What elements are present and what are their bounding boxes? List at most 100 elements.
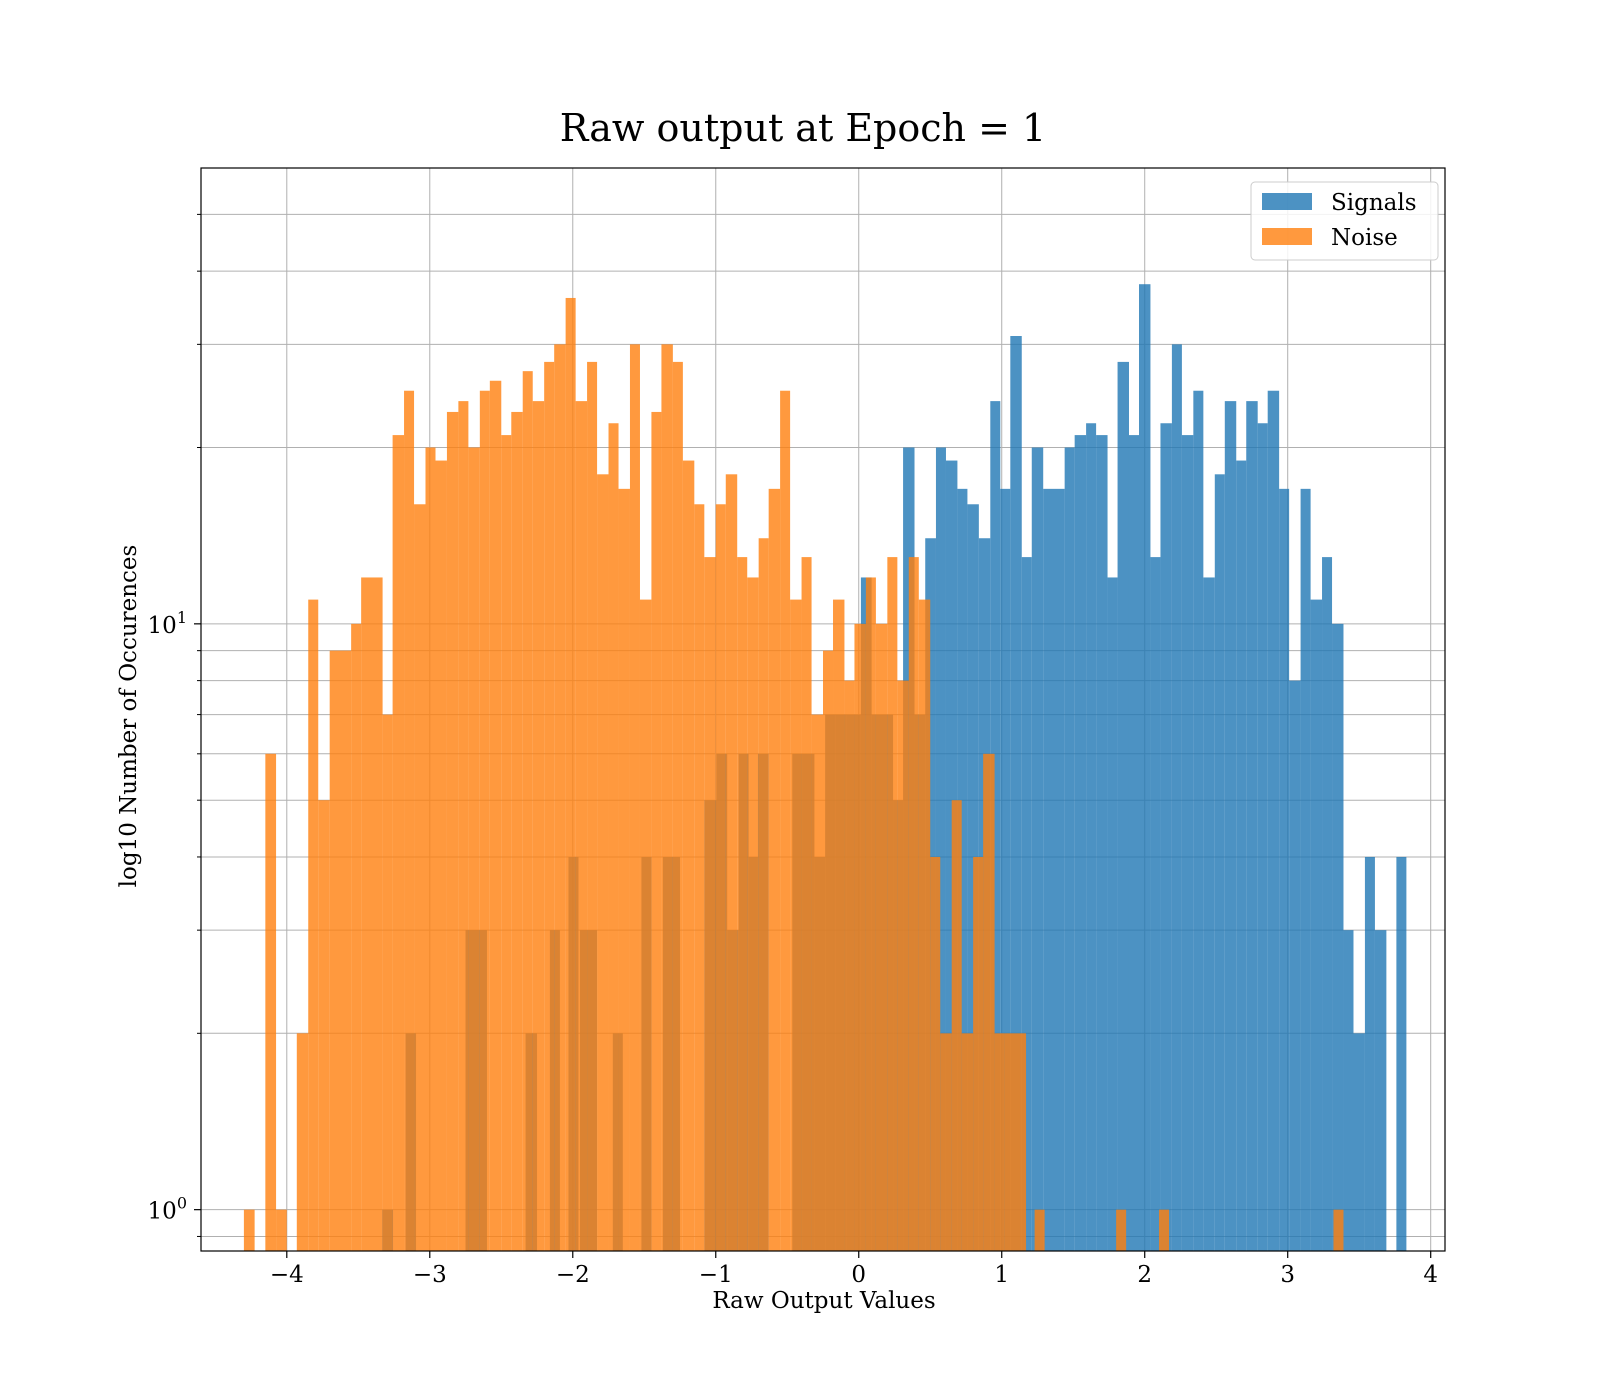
- noise-bar: [265, 753, 277, 1251]
- noise-bar: [532, 401, 545, 1251]
- noise-bar: [887, 557, 898, 1251]
- signals-bar: [1021, 557, 1032, 1251]
- legend-label-noise: Noise: [1331, 225, 1398, 251]
- noise-bar: [790, 599, 802, 1251]
- signals-bar: [1396, 856, 1407, 1251]
- noise-bar: [1333, 1209, 1344, 1251]
- noise-bar: [243, 1209, 255, 1251]
- legend: Signals Noise: [1250, 181, 1439, 261]
- plot-frame: [200, 167, 1446, 1252]
- noise-bar: [951, 800, 962, 1251]
- y-axis: 100 101: [148, 213, 201, 1237]
- x-tick-label: −1: [699, 1262, 733, 1288]
- noise-bar: [296, 1033, 309, 1251]
- signals-bar: [1031, 447, 1044, 1252]
- noise-bar: [823, 650, 834, 1251]
- noise-bar: [554, 344, 566, 1251]
- noise-bar: [973, 856, 984, 1251]
- noise-bar: [961, 1033, 974, 1251]
- noise-bar: [865, 577, 876, 1251]
- signals-bar: [1010, 336, 1022, 1251]
- noise-bar: [758, 538, 769, 1251]
- noise-bar: [351, 623, 362, 1251]
- signals-bar: [1343, 930, 1354, 1251]
- legend-label-signals: Signals: [1331, 190, 1417, 216]
- signals-bar: [1300, 488, 1311, 1251]
- noise-bar: [747, 577, 759, 1251]
- signals-bar: [1064, 447, 1075, 1252]
- noise-bar: [382, 714, 393, 1251]
- noise-bar: [404, 390, 415, 1251]
- noise-bar: [682, 460, 695, 1251]
- y-tick-label: 101: [148, 608, 187, 639]
- legend-swatch-noise: [1262, 228, 1312, 245]
- noise-bar: [875, 623, 888, 1251]
- noise-bar: [276, 1209, 287, 1251]
- noise-bar: [1116, 1209, 1127, 1251]
- noise-bar: [511, 411, 523, 1251]
- noise-bar: [801, 557, 812, 1251]
- noise-bar: [844, 680, 855, 1251]
- signals-bar: [1000, 488, 1011, 1251]
- signals-bar: [1279, 488, 1290, 1251]
- noise-series: [243, 297, 1344, 1252]
- x-tick-label: −2: [556, 1262, 590, 1288]
- signals-bar: [1236, 460, 1247, 1251]
- noise-bar: [715, 504, 726, 1251]
- noise-bar: [833, 599, 845, 1251]
- x-tick-label: 1: [994, 1262, 1009, 1288]
- noise-bar: [737, 557, 748, 1251]
- chart-title: Raw output at Epoch = 1: [560, 106, 1046, 150]
- x-axis-label: Raw Output Values: [712, 1288, 935, 1314]
- noise-bar: [392, 435, 405, 1252]
- noise-bar: [479, 390, 490, 1251]
- noise-bar: [435, 460, 447, 1251]
- noise-bar: [780, 390, 791, 1251]
- noise-bar: [725, 474, 738, 1252]
- signals-bar: [957, 488, 968, 1251]
- plot-area: −4 −3 −2 −1 0 1 2 3 4 100 101: [148, 167, 1446, 1288]
- x-tick-label: 3: [1280, 1262, 1295, 1288]
- noise-bar: [468, 447, 480, 1252]
- signals-bar: [1353, 1033, 1365, 1251]
- signals-bar: [1322, 557, 1333, 1251]
- signals-bar: [1128, 435, 1140, 1252]
- noise-bar: [597, 474, 609, 1252]
- signals-bar: [1193, 390, 1204, 1251]
- signals-bar: [1150, 557, 1161, 1251]
- legend-swatch-signals: [1262, 193, 1312, 210]
- signals-bar: [1364, 856, 1375, 1251]
- signals-bar: [1203, 577, 1215, 1251]
- signals-bar: [1257, 423, 1268, 1251]
- noise-bar: [994, 1033, 1005, 1251]
- noise-bar: [425, 447, 436, 1252]
- noise-bar: [629, 344, 640, 1251]
- noise-bar: [565, 297, 576, 1251]
- noise-bar: [544, 361, 555, 1251]
- noise-bar: [361, 577, 383, 1251]
- signals-bar: [935, 447, 946, 1252]
- noise-bar: [704, 557, 716, 1251]
- noise-bar: [329, 650, 352, 1251]
- noise-bar: [318, 800, 330, 1251]
- x-tick-label: −4: [270, 1262, 304, 1288]
- signals-bar: [1267, 390, 1280, 1251]
- noise-bar: [651, 411, 662, 1251]
- signals-bar: [1117, 361, 1129, 1251]
- x-tick-label: 2: [1137, 1262, 1152, 1288]
- signals-bar: [1171, 344, 1182, 1251]
- signals-bar: [1246, 401, 1258, 1251]
- noise-bar: [694, 504, 705, 1251]
- signals-bar: [1074, 435, 1087, 1252]
- noise-bar: [414, 504, 426, 1251]
- signals-bar: [1107, 577, 1118, 1251]
- noise-bar: [618, 488, 630, 1251]
- noise-bar: [768, 488, 781, 1251]
- noise-bar: [930, 856, 941, 1251]
- signals-bar: [1160, 423, 1172, 1251]
- noise-bar: [1004, 1033, 1027, 1251]
- x-axis: −4 −3 −2 −1 0 1 2 3 4: [270, 1251, 1438, 1288]
- noise-bar: [908, 557, 919, 1251]
- noise-bar: [458, 401, 469, 1251]
